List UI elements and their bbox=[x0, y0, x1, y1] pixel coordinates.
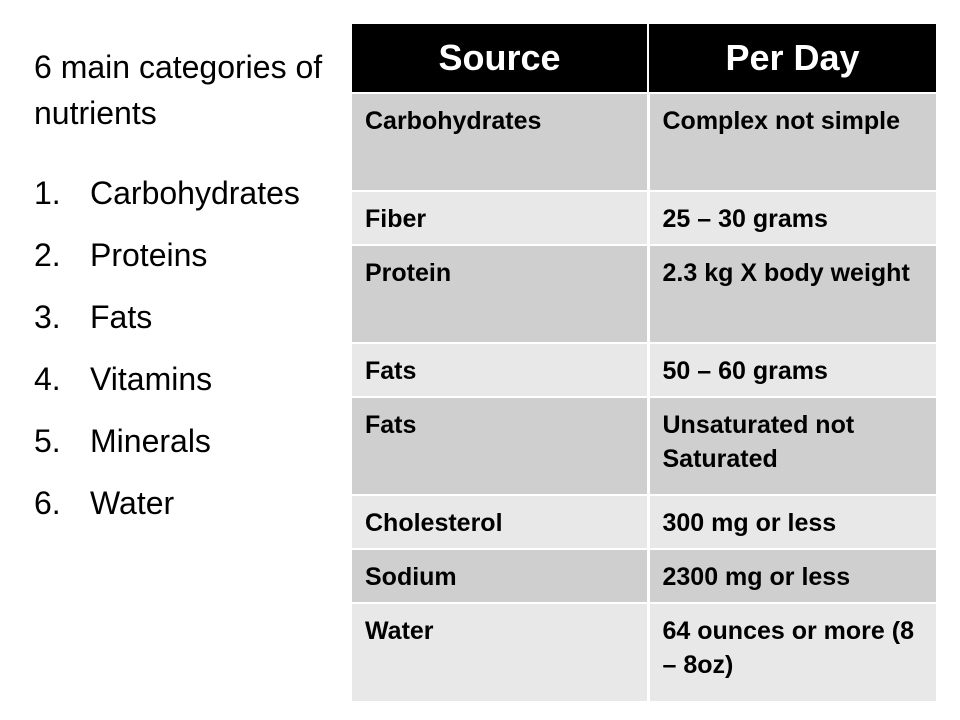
table-row: Sodium 2300 mg or less bbox=[352, 548, 936, 603]
source-cell: Water bbox=[352, 602, 650, 701]
list-item-number: 2. bbox=[34, 237, 61, 273]
list-item: 4. Vitamins bbox=[34, 348, 300, 410]
per-day-cell: 50 – 60 grams bbox=[648, 342, 936, 397]
source-cell: Cholesterol bbox=[352, 494, 650, 549]
per-day-cell: Complex not simple bbox=[648, 92, 936, 191]
source-cell: Fiber bbox=[352, 190, 650, 245]
source-cell: Sodium bbox=[352, 548, 650, 603]
source-cell: Fats bbox=[352, 342, 650, 397]
list-item-number: 3. bbox=[34, 299, 61, 335]
list-item: 5. Minerals bbox=[34, 410, 300, 472]
list-item: 3. Fats bbox=[34, 286, 300, 348]
per-day-cell: 25 – 30 grams bbox=[648, 190, 936, 245]
per-day-cell: Unsaturated not Saturated bbox=[648, 396, 936, 495]
table-header-row: Source Per Day bbox=[352, 24, 936, 93]
list-item: 6. Water bbox=[34, 472, 300, 534]
header-source: Source bbox=[352, 24, 649, 93]
list-item-label: Minerals bbox=[90, 423, 211, 459]
list-item-number: 5. bbox=[34, 423, 61, 459]
table-row: Protein 2.3 kg X body weight bbox=[352, 244, 936, 343]
list-item-label: Water bbox=[90, 485, 175, 521]
list-item: 1. Carbohydrates bbox=[34, 162, 300, 224]
table-row: Cholesterol 300 mg or less bbox=[352, 494, 936, 549]
table-row: Fats Unsaturated not Saturated bbox=[352, 396, 936, 495]
per-day-cell: 300 mg or less bbox=[648, 494, 936, 549]
per-day-cell: 64 ounces or more (8 – 8oz) bbox=[648, 602, 936, 701]
list-item-number: 4. bbox=[34, 361, 61, 397]
table-row: Water 64 ounces or more (8 – 8oz) bbox=[352, 602, 936, 701]
header-per-day: Per Day bbox=[648, 24, 936, 93]
per-day-cell: 2.3 kg X body weight bbox=[648, 244, 936, 343]
list-item-number: 1. bbox=[34, 175, 61, 211]
table-row: Fats 50 – 60 grams bbox=[352, 342, 936, 397]
list-item-label: Proteins bbox=[90, 237, 208, 273]
table-row: Fiber 25 – 30 grams bbox=[352, 190, 936, 245]
per-day-cell: 2300 mg or less bbox=[648, 548, 936, 603]
list-item: 2. Proteins bbox=[34, 224, 300, 286]
list-item-label: Vitamins bbox=[90, 361, 213, 397]
list-item-label: Fats bbox=[90, 299, 153, 335]
source-cell: Carbohydrates bbox=[352, 92, 650, 191]
nutrition-table: Source Per Day Carbohydrates Complex not… bbox=[352, 24, 936, 701]
source-cell: Protein bbox=[352, 244, 650, 343]
nutrient-list: 1. Carbohydrates 2. Proteins 3. Fats 4. Vita… bbox=[34, 162, 300, 534]
page-heading: 6 main categories of nutrients bbox=[34, 49, 323, 131]
table-row: Carbohydrates Complex not simple bbox=[352, 92, 936, 191]
list-item-number: 6. bbox=[34, 485, 61, 521]
source-cell: Fats bbox=[352, 396, 650, 495]
list-item-label: Carbohydrates bbox=[90, 175, 300, 211]
